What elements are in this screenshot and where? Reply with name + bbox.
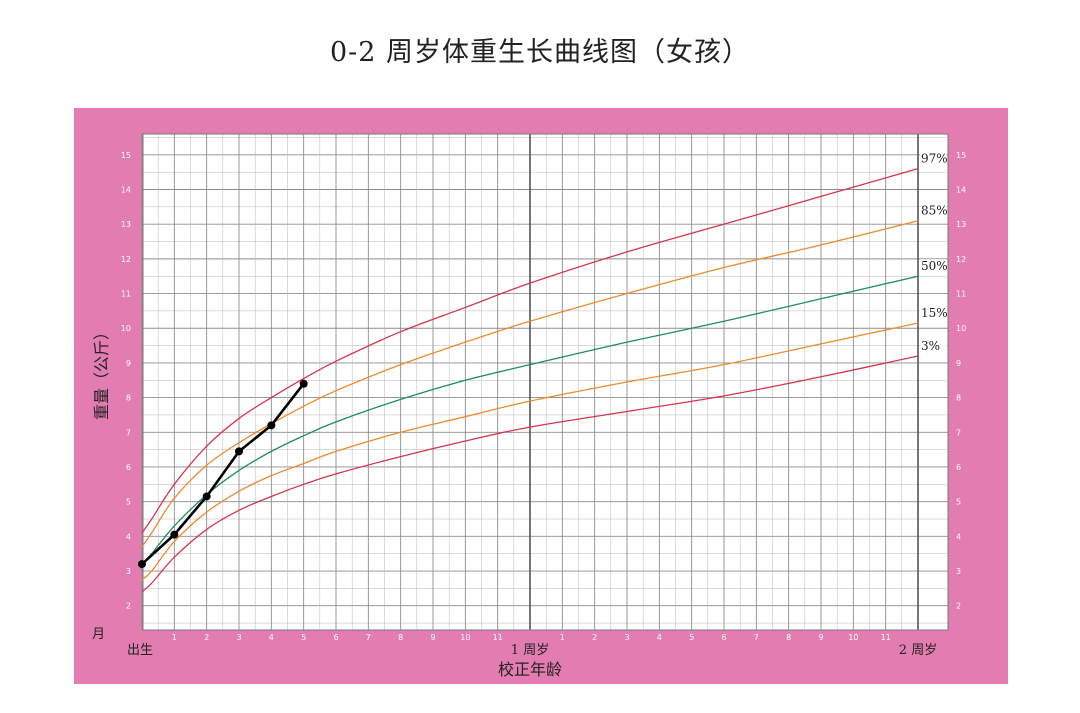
x-tick-label: 4	[657, 633, 662, 642]
percentile-label: 3%	[921, 339, 940, 353]
percentile-label: 97%	[921, 152, 948, 166]
y-tick-label-right: 5	[956, 498, 961, 507]
y-tick-label-right: 2	[956, 602, 961, 611]
y-tick-label-left: 14	[121, 185, 131, 194]
x-tick-label: 3	[624, 633, 629, 642]
plot-area	[143, 134, 948, 630]
x-tick-label: 6	[333, 633, 338, 642]
y-tick-label-right: 12	[956, 255, 966, 264]
y-tick-label-left: 11	[121, 290, 131, 299]
x-tick-label: 8	[398, 633, 403, 642]
percentile-label: 85%	[921, 204, 948, 218]
x-tick-label: 11	[881, 633, 891, 642]
measured-weight-point	[235, 447, 243, 455]
x-major-label: 1 周岁	[511, 643, 549, 658]
y-tick-label-right: 11	[956, 290, 966, 299]
y-tick-label-right: 10	[956, 324, 966, 333]
x-major-label: 2 周岁	[899, 643, 937, 658]
x-major-label: 出生	[127, 643, 153, 658]
y-axis-title: 重量（公斤）	[92, 324, 111, 420]
y-tick-label-left: 13	[121, 220, 131, 229]
chart-frame: 2 2 3 3 4 4 5 5 6 6 7 7 8 8 9 9 10 10 11 11 12 12 13 13 14 14 15 15…	[74, 108, 1008, 684]
x-tick-label: 3	[236, 633, 241, 642]
y-tick-label-right: 7	[956, 428, 961, 437]
y-tick-label-left: 8	[126, 394, 131, 403]
x-tick-label: 4	[269, 633, 274, 642]
y-tick-label-left: 12	[121, 255, 131, 264]
measured-weight-point	[300, 380, 308, 388]
x-tick-label: 2	[204, 633, 209, 642]
x-tick-label: 1	[172, 633, 177, 642]
x-tick-label: 5	[689, 633, 694, 642]
x-tick-label: 7	[366, 633, 371, 642]
y-tick-label-right: 13	[956, 220, 966, 229]
measured-weight-point	[138, 560, 146, 568]
y-tick-label-right: 3	[956, 567, 961, 576]
x-tick-label: 9	[818, 633, 823, 642]
y-tick-label-right: 14	[956, 185, 966, 194]
x-tick-label: 2	[592, 633, 597, 642]
y-tick-label-left: 7	[126, 428, 131, 437]
measured-weight-point	[170, 531, 178, 539]
x-axis-title: 校正年龄	[498, 660, 562, 679]
measured-weight-point	[203, 492, 211, 500]
percentile-label: 15%	[921, 306, 948, 320]
percentile-label: 50%	[921, 259, 948, 273]
y-tick-label-left: 3	[126, 567, 131, 576]
page-title: 0-2 周岁体重生长曲线图（女孩）	[0, 30, 1080, 69]
y-tick-label-left: 6	[126, 463, 131, 472]
y-tick-label-right: 4	[956, 532, 961, 541]
x-tick-label: 5	[301, 633, 306, 642]
x-tick-label: 10	[848, 633, 858, 642]
y-tick-label-right: 6	[956, 463, 961, 472]
x-tick-label: 10	[460, 633, 470, 642]
y-tick-label-left: 5	[126, 498, 131, 507]
x-tick-label: 6	[721, 633, 726, 642]
measured-weight-point	[267, 421, 275, 429]
y-tick-label-left: 15	[121, 151, 131, 160]
x-tick-label: 1	[560, 633, 565, 642]
y-tick-label-left: 4	[126, 532, 131, 541]
x-tick-label: 9	[430, 633, 435, 642]
x-tick-label: 11	[493, 633, 503, 642]
y-tick-label-left: 10	[121, 324, 131, 333]
y-tick-label-left: 9	[126, 359, 131, 368]
y-tick-label-right: 8	[956, 394, 961, 403]
x-tick-label: 8	[786, 633, 791, 642]
y-tick-label-right: 15	[956, 151, 966, 160]
x-unit-label: 月	[92, 627, 105, 642]
x-tick-label: 7	[754, 633, 759, 642]
y-tick-label-right: 9	[956, 359, 961, 368]
y-tick-label-left: 2	[126, 602, 131, 611]
